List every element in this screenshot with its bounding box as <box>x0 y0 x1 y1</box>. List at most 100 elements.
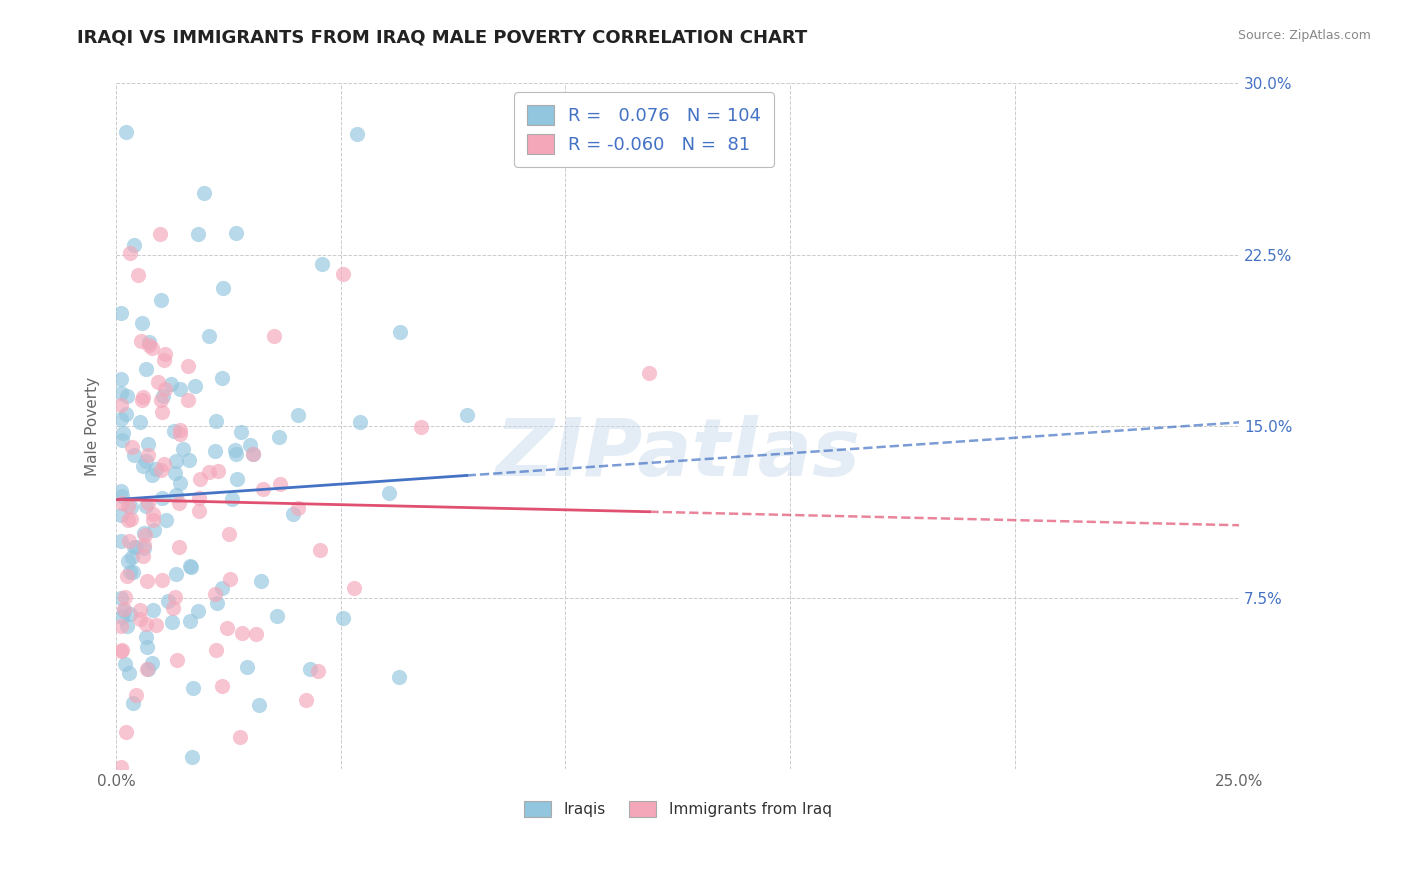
Point <box>307 664 329 678</box>
Point <box>177 359 200 373</box>
Point <box>138 338 160 352</box>
Point <box>211 581 233 595</box>
Point <box>110 306 132 320</box>
Point <box>152 405 174 419</box>
Point <box>207 464 229 478</box>
Point <box>118 565 141 579</box>
Point <box>114 125 136 139</box>
Point <box>111 433 134 447</box>
Point <box>110 619 132 633</box>
Point <box>204 444 226 458</box>
Point <box>132 458 155 473</box>
Point <box>187 504 209 518</box>
Point <box>242 447 264 461</box>
Point <box>141 468 163 483</box>
Point <box>180 560 202 574</box>
Point <box>110 533 132 548</box>
Point <box>187 227 209 242</box>
Point <box>152 457 174 471</box>
Point <box>125 689 148 703</box>
Point <box>115 618 138 632</box>
Point <box>110 591 132 605</box>
Point <box>245 626 267 640</box>
Point <box>111 426 134 441</box>
Point <box>112 602 135 616</box>
Point <box>132 390 155 404</box>
Point <box>343 581 366 595</box>
Point <box>242 447 264 461</box>
Point <box>179 614 201 628</box>
Point <box>177 452 200 467</box>
Point <box>388 326 411 340</box>
Point <box>169 383 191 397</box>
Point <box>117 568 139 582</box>
Point <box>163 466 186 480</box>
Point <box>118 534 141 549</box>
Point <box>169 423 191 437</box>
Point <box>141 656 163 670</box>
Point <box>266 608 288 623</box>
Point <box>152 389 174 403</box>
Point <box>211 679 233 693</box>
Point <box>122 540 145 554</box>
Point <box>229 425 252 440</box>
Point <box>188 472 211 486</box>
Point <box>142 513 165 527</box>
Point <box>143 523 166 537</box>
Point <box>117 554 139 568</box>
Point <box>346 127 368 141</box>
Point <box>269 477 291 491</box>
Point <box>349 415 371 429</box>
Point <box>252 482 274 496</box>
Point <box>135 574 157 588</box>
Point <box>110 372 132 386</box>
Point <box>131 316 153 330</box>
Point <box>135 630 157 644</box>
Point <box>142 603 165 617</box>
Point <box>311 257 333 271</box>
Point <box>163 424 186 438</box>
Point <box>163 590 186 604</box>
Point <box>299 662 322 676</box>
Y-axis label: Male Poverty: Male Poverty <box>86 376 100 476</box>
Point <box>411 420 433 434</box>
Point <box>162 600 184 615</box>
Point <box>165 488 187 502</box>
Point <box>169 540 191 554</box>
Point <box>169 475 191 490</box>
Point <box>160 377 183 392</box>
Point <box>165 454 187 468</box>
Point <box>131 393 153 408</box>
Point <box>172 442 194 457</box>
Point <box>136 662 159 676</box>
Text: Source: ZipAtlas.com: Source: ZipAtlas.com <box>1237 29 1371 42</box>
Point <box>124 541 146 555</box>
Point <box>111 489 134 503</box>
Point <box>225 226 247 240</box>
Point <box>263 329 285 343</box>
Point <box>267 430 290 444</box>
Point <box>167 496 190 510</box>
Point <box>134 528 156 542</box>
Point <box>121 696 143 710</box>
Point <box>110 484 132 499</box>
Point <box>132 526 155 541</box>
Point <box>281 507 304 521</box>
Point <box>112 604 135 618</box>
Point <box>127 268 149 282</box>
Point <box>218 527 240 541</box>
Point <box>110 610 132 624</box>
Point <box>110 496 132 510</box>
Point <box>166 653 188 667</box>
Point <box>138 335 160 350</box>
Point <box>153 353 176 368</box>
Point <box>456 408 478 422</box>
Point <box>211 371 233 385</box>
Point <box>135 362 157 376</box>
Point <box>115 389 138 403</box>
Point <box>129 603 152 617</box>
Point <box>229 730 252 744</box>
Point <box>145 461 167 475</box>
Point <box>205 414 228 428</box>
Point <box>153 347 176 361</box>
